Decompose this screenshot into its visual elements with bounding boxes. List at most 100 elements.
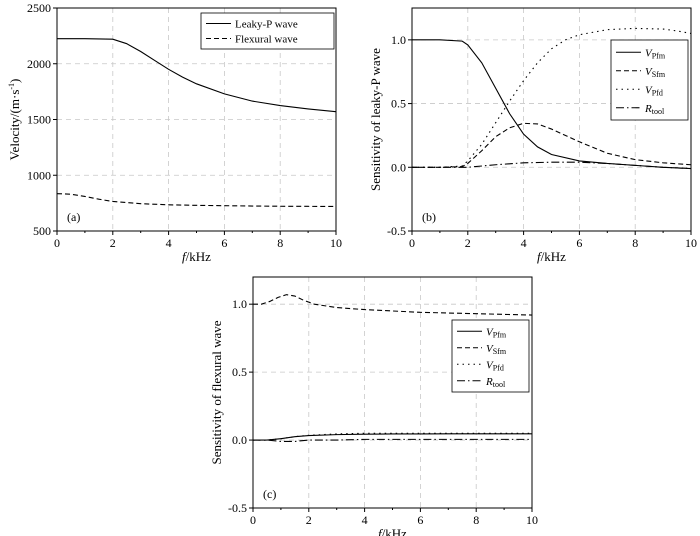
x-tick-label: 6: [417, 513, 423, 527]
y-axis-label: Velocity/(m·s-1): [7, 79, 22, 161]
x-tick-label: 0: [409, 236, 415, 250]
panel-c-flexural-sensitivity-chart: 0 2 4 6 8 10 -0.5 0.0 0.5 1.0 f/kHz Sensitivity of …: [209, 276, 538, 536]
legend-entry-var: V: [486, 359, 494, 371]
legend-entry: VPfm: [645, 47, 666, 60]
y-tick-label: 0.5: [391, 97, 406, 111]
legend-box: [610, 39, 689, 121]
series-line-flexural-wave: [56, 193, 337, 208]
x-tick-label: 10: [526, 513, 538, 527]
x-tick-label: 10: [685, 236, 697, 250]
series-line-v-sfm: [412, 122, 692, 168]
x-axis-label-unit: /kHz: [186, 249, 212, 264]
legend-entry: VPfd: [645, 84, 663, 97]
series-line-r-tool: [253, 438, 532, 442]
x-axis-label-unit: /kHz: [382, 526, 408, 536]
ticks: 0 2 4 6 8 10 -0.5 0.0 0.5 1.0: [228, 297, 538, 527]
legend-entry-var: V: [486, 343, 494, 355]
series-group: [253, 294, 533, 442]
series-line-v-pfd: [412, 27, 692, 168]
series-line-v-pfd: [253, 432, 532, 441]
y-axis-label: Sensitivity of flexural wave: [209, 320, 224, 464]
legend-entry-var: V: [645, 84, 653, 96]
series-line-leaky-p-wave: [57, 38, 337, 113]
legend-entry-sub: Sfm: [652, 70, 666, 79]
series-group: [412, 27, 692, 170]
grid-lines: [253, 277, 532, 508]
x-tick-label: 6: [576, 236, 582, 250]
legend-box: [451, 319, 530, 393]
legend-entry-var: V: [645, 66, 653, 78]
y-tick-label: 0.0: [232, 433, 247, 447]
y-tick-label: 2000: [27, 57, 51, 71]
y-axis-label-text: Sensitivity of leaky-P wave: [368, 48, 383, 191]
x-tick-label: 0: [54, 236, 60, 250]
legend-entry-name: Leaky-P wave: [235, 19, 298, 31]
y-tick-label: 500: [33, 224, 51, 238]
y-tick-label: 1500: [27, 113, 51, 127]
x-axis-label-var: f: [182, 249, 188, 264]
legend-entry-var: V: [486, 326, 494, 338]
panel-a-velocity-chart: 0 2 4 6 8 10 500 1000 1500 2000 2500 f/kHz Velocity/…: [7, 1, 342, 264]
y-tick-label: 1000: [27, 168, 51, 182]
legend: Leaky-P wave Flexural wave: [200, 12, 335, 50]
legend-entry-sub: tool: [652, 107, 665, 116]
legend-entry: VSfm: [645, 66, 666, 79]
y-axis-label-sup: -1: [7, 83, 16, 90]
panel-label: (c): [263, 487, 276, 501]
y-tick-label: 0.0: [391, 160, 406, 174]
x-tick-label: 8: [277, 236, 283, 250]
x-axis-label-var: f: [537, 249, 543, 264]
x-axis-label: f/kHz: [378, 526, 407, 536]
legend-entry-var: V: [645, 47, 653, 59]
legend-entry-sub: tool: [493, 380, 506, 389]
legend-entry: VSfm: [486, 343, 507, 356]
series-line-v-sfm: [253, 294, 533, 316]
legend-entry: Leaky-P wave: [235, 19, 298, 31]
legend-entry-sub: Pfm: [652, 51, 666, 60]
x-tick-label: 4: [166, 236, 172, 250]
series-line-v-pfm: [412, 39, 692, 170]
y-axis-label-text: Sensitivity of flexural wave: [209, 320, 224, 464]
x-axis-label: f/kHz: [182, 249, 211, 264]
legend-entry-name: Flexural wave: [235, 34, 298, 46]
legend-entry: Rtool: [644, 103, 665, 116]
x-axis-label: f/kHz: [537, 249, 566, 264]
plot-frame: [252, 276, 533, 509]
y-tick-label: 0.5: [232, 365, 247, 379]
legend-entry: VPfd: [486, 359, 504, 372]
x-axis-label-var: f: [378, 526, 384, 536]
series-line-r-tool: [412, 161, 692, 170]
legend-entry-sub: Pfd: [493, 363, 504, 372]
ticks: 0 2 4 6 8 10 -0.5 0.0 0.5 1.0: [387, 33, 697, 250]
x-tick-label: 4: [362, 513, 368, 527]
legend-box: [200, 12, 335, 50]
legend-entry-sub: Pfm: [493, 330, 507, 339]
y-axis-label-text: Velocity/(m·s: [7, 90, 22, 161]
x-tick-label: 2: [110, 236, 116, 250]
x-tick-label: 6: [221, 236, 227, 250]
y-tick-label: -0.5: [228, 501, 247, 515]
panel-label: (a): [67, 210, 80, 224]
legend-entry-var: R: [485, 376, 493, 388]
y-tick-label: 2500: [27, 1, 51, 15]
panel-label: (b): [422, 210, 436, 224]
y-axis-label: Sensitivity of leaky-P wave: [368, 48, 383, 191]
x-tick-label: 8: [632, 236, 638, 250]
ticks: 0 2 4 6 8 10 500 1000 1500 2000 2500: [27, 1, 342, 250]
y-axis-label-end: ): [7, 79, 22, 83]
x-tick-label: 8: [473, 513, 479, 527]
y-tick-label: -0.5: [387, 224, 406, 238]
x-tick-label: 2: [465, 236, 471, 250]
legend-entry: Flexural wave: [235, 34, 298, 46]
legend-entry-var: R: [644, 103, 652, 115]
series-group: [56, 38, 337, 208]
x-tick-label: 2: [306, 513, 312, 527]
y-tick-label: 1.0: [391, 33, 406, 47]
legend-entry-sub: Sfm: [493, 347, 507, 356]
x-axis-label-unit: /kHz: [541, 249, 567, 264]
x-tick-label: 10: [330, 236, 342, 250]
x-tick-label: 4: [521, 236, 527, 250]
